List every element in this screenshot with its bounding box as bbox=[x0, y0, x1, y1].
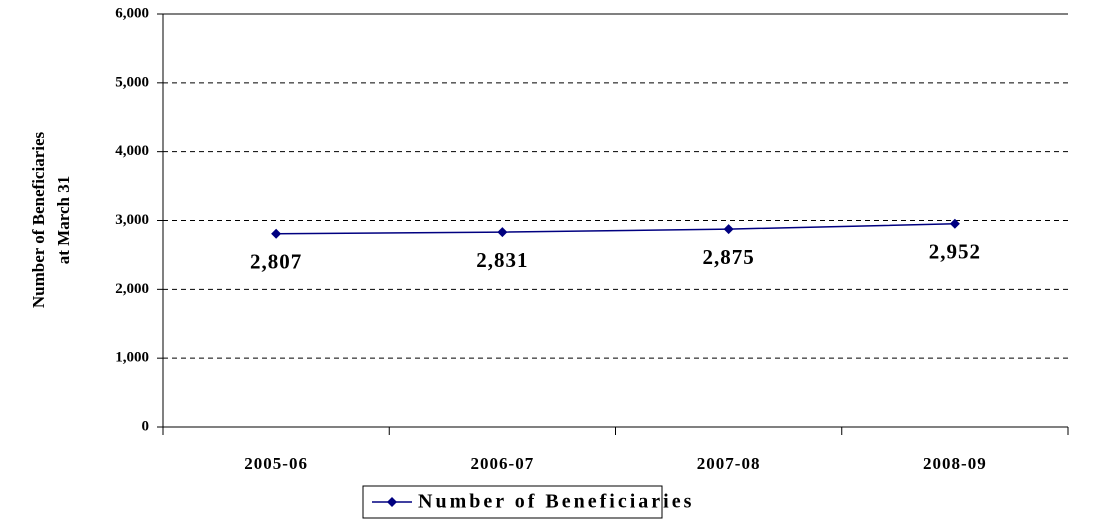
y-tick-label: 4,000 bbox=[115, 143, 149, 159]
value-label: 2,807 bbox=[250, 250, 302, 274]
y-tick-label: 0 bbox=[142, 418, 150, 434]
legend-marker bbox=[387, 497, 397, 507]
y-tick-label: 2,000 bbox=[115, 281, 149, 297]
value-label: 2,952 bbox=[929, 240, 981, 264]
y-tick-label: 1,000 bbox=[115, 350, 149, 366]
marker bbox=[723, 224, 734, 235]
value-label: 2,831 bbox=[476, 248, 528, 272]
y-tick-label: 6,000 bbox=[115, 5, 149, 21]
y-axis-label: at March 31 bbox=[54, 176, 73, 264]
legend-label: Number of Beneficiaries bbox=[418, 491, 694, 513]
y-tick-label: 5,000 bbox=[115, 74, 149, 90]
x-tick-label: 2006-07 bbox=[471, 454, 535, 473]
x-tick-label: 2008-09 bbox=[923, 454, 987, 473]
y-axis-label: Number of Beneficiaries bbox=[29, 131, 48, 308]
x-tick-label: 2005-06 bbox=[244, 454, 308, 473]
marker bbox=[497, 227, 508, 238]
y-tick-label: 3,000 bbox=[115, 212, 149, 228]
x-tick-label: 2007-08 bbox=[697, 454, 761, 473]
legend-box bbox=[362, 485, 663, 519]
line bbox=[276, 223, 955, 235]
marker bbox=[949, 218, 960, 229]
value-label: 2,875 bbox=[703, 245, 755, 269]
marker bbox=[271, 228, 282, 239]
